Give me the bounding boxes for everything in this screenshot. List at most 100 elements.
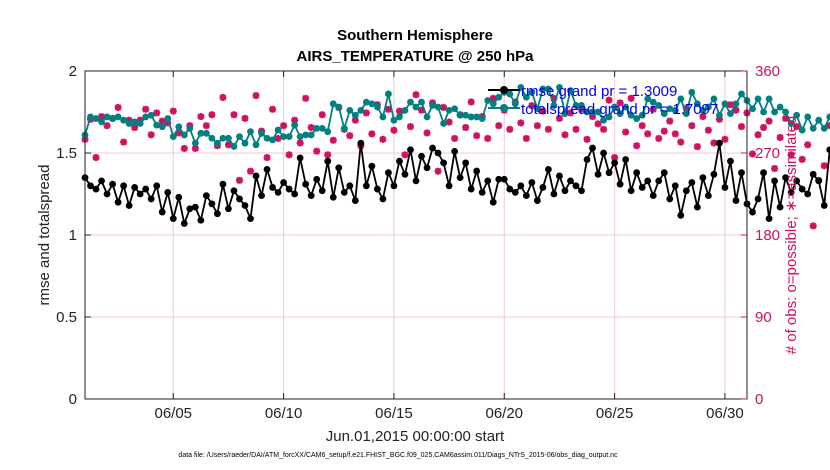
x-tick-label: 06/25 xyxy=(596,405,634,422)
obs-point xyxy=(280,122,288,130)
rmse-point xyxy=(682,187,690,195)
obs-point-d2 xyxy=(363,109,370,117)
obs-point xyxy=(622,128,630,136)
spread-point xyxy=(644,95,652,103)
obs-point-d2 xyxy=(296,139,304,147)
rmse-point xyxy=(622,156,630,163)
obs-point-d2 xyxy=(434,167,442,175)
spread-point xyxy=(385,90,392,98)
spread-point xyxy=(738,90,745,98)
rmse-point xyxy=(561,187,569,195)
spread-point xyxy=(704,103,712,111)
obs-point xyxy=(517,119,525,127)
spread-point xyxy=(390,116,398,124)
rmse-point xyxy=(169,215,177,223)
rmse-point xyxy=(180,220,188,227)
obs-point xyxy=(197,113,205,121)
spread-point xyxy=(313,124,321,132)
obs-point-d2 xyxy=(727,101,734,109)
obs-point xyxy=(528,102,536,110)
rmse-point xyxy=(241,202,249,209)
spread-point xyxy=(539,85,547,93)
obs-point-d2 xyxy=(694,143,701,150)
obs-point-d2 xyxy=(732,106,740,114)
obs-point xyxy=(318,111,326,119)
rmse-point xyxy=(677,211,685,219)
obs-point-d2 xyxy=(600,125,607,133)
obs-point xyxy=(699,113,707,121)
obs-point-d2 xyxy=(809,222,817,230)
spread-point xyxy=(429,102,436,109)
rmse-point xyxy=(578,187,585,195)
obs-point xyxy=(423,129,431,137)
gridlines xyxy=(85,70,747,400)
rmse-point xyxy=(423,164,431,172)
rmse-point xyxy=(727,157,734,165)
rmse-point xyxy=(440,159,447,167)
rmse-point xyxy=(103,190,111,198)
rmse-point xyxy=(407,146,414,154)
obs-point xyxy=(793,123,801,131)
obs-point xyxy=(307,123,315,131)
obs-point xyxy=(103,122,111,130)
obs-point-d2 xyxy=(241,115,249,122)
obs-point xyxy=(760,123,768,131)
spread-point xyxy=(826,113,830,121)
spread-point xyxy=(296,133,304,141)
obs-point xyxy=(329,136,337,144)
spread-point xyxy=(186,124,194,132)
rmse-point xyxy=(545,166,552,173)
rmse-point xyxy=(92,185,100,193)
obs-point-d2 xyxy=(263,154,271,161)
rmse-point xyxy=(556,172,563,180)
spread-point xyxy=(567,87,574,95)
rmse-point xyxy=(351,197,359,204)
obs-point xyxy=(241,114,249,122)
rmse-point xyxy=(776,203,784,211)
obs-point-d2 xyxy=(423,129,431,137)
rmse-point xyxy=(125,202,133,209)
obs-point-d2 xyxy=(760,124,767,131)
obs-point xyxy=(219,93,227,101)
obs-point xyxy=(710,139,718,147)
spread-point xyxy=(164,115,172,122)
obs-point xyxy=(390,126,398,134)
obs-point xyxy=(754,131,762,139)
spread-point xyxy=(125,120,133,127)
obs-point xyxy=(666,117,674,125)
rmse-point xyxy=(269,184,276,191)
obs-point-d2 xyxy=(594,120,602,128)
rmse-point xyxy=(594,170,602,178)
spread-point xyxy=(180,131,188,139)
rmse-point xyxy=(826,146,830,154)
spread-point xyxy=(357,106,365,114)
obs-point-d2 xyxy=(252,92,260,99)
spread-point xyxy=(809,124,817,132)
obs-point-d2 xyxy=(556,115,563,122)
spread-point xyxy=(131,118,139,126)
rmse-point xyxy=(522,192,530,200)
obs-point xyxy=(649,105,657,113)
spread-point xyxy=(214,139,221,147)
spread-point xyxy=(467,113,475,121)
rmse-point xyxy=(280,179,287,186)
rmse-point xyxy=(291,190,299,198)
obs-point-d2 xyxy=(677,138,685,146)
spread-point xyxy=(147,111,155,119)
rmse-point xyxy=(572,182,580,190)
footer-data-file: data file: /Users/raeder/DAI/ATM_forcXX/… xyxy=(178,452,618,459)
spread-point xyxy=(545,85,552,93)
rmse-point xyxy=(307,192,315,200)
obs-point-d2 xyxy=(616,99,624,107)
spread-point xyxy=(495,93,503,101)
obs-point xyxy=(693,143,701,151)
obs-point-d2 xyxy=(142,105,150,113)
obs-point xyxy=(263,154,271,162)
obs-point xyxy=(406,123,414,131)
spread-point xyxy=(589,108,596,116)
obs-point-d2 xyxy=(219,94,227,101)
spread-point xyxy=(153,121,161,129)
obs-point xyxy=(296,139,304,147)
obs-point-d2 xyxy=(473,132,481,140)
rmse-point xyxy=(611,159,618,167)
